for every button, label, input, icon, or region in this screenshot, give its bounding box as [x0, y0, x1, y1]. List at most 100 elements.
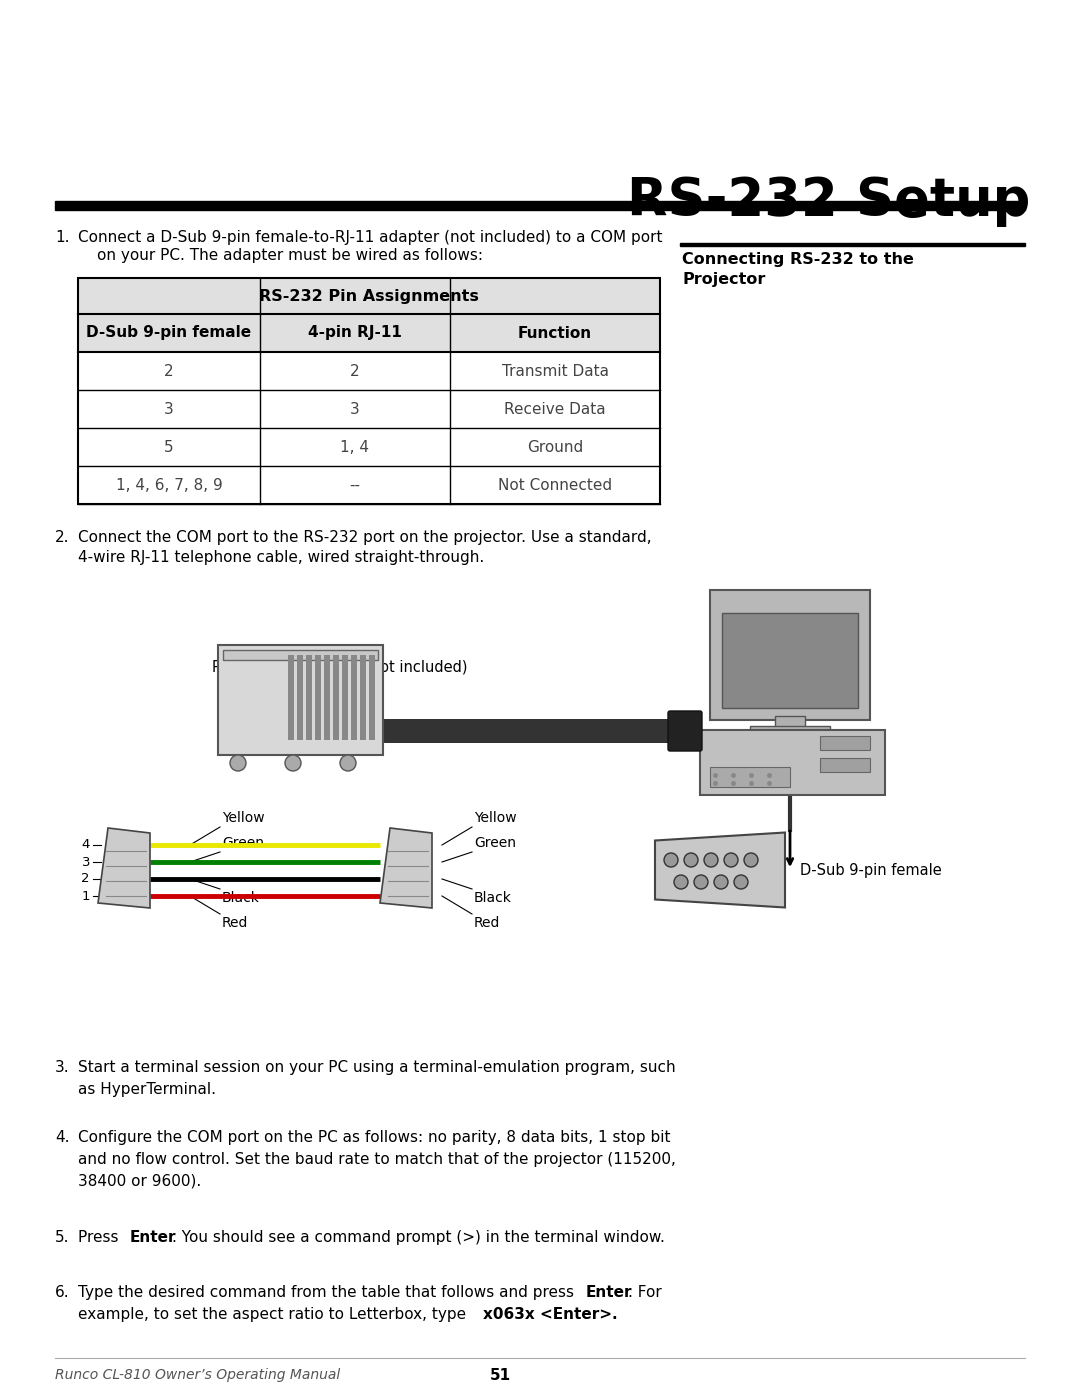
Text: Black: Black	[474, 891, 512, 905]
Text: 1.: 1.	[55, 231, 69, 244]
Bar	[680, 243, 1025, 246]
Text: 4-pin RJ-11: 4-pin RJ-11	[308, 326, 402, 341]
Text: 5.: 5.	[55, 1229, 69, 1245]
Text: Connecting RS-232 to the: Connecting RS-232 to the	[681, 251, 914, 267]
Text: . For: . For	[627, 1285, 662, 1301]
Circle shape	[704, 854, 718, 868]
Bar	[315, 655, 321, 740]
Text: 1, 4: 1, 4	[340, 440, 369, 454]
Text: 6.: 6.	[55, 1285, 69, 1301]
Text: 1: 1	[81, 890, 90, 902]
Bar	[55, 201, 1025, 210]
Bar	[78, 278, 660, 314]
Circle shape	[744, 854, 758, 868]
Text: RS-232 Setup: RS-232 Setup	[626, 175, 1030, 226]
Text: RJ-11 to D-Sub 9-pin (not included): RJ-11 to D-Sub 9-pin (not included)	[213, 659, 468, 675]
Circle shape	[674, 875, 688, 888]
Text: Projector: Projector	[681, 272, 766, 286]
Bar	[78, 314, 660, 352]
Circle shape	[340, 754, 356, 771]
Text: Green: Green	[474, 835, 516, 849]
Bar	[218, 645, 383, 754]
Text: Type the desired command from the table that follows and press: Type the desired command from the table …	[78, 1285, 579, 1301]
Text: 4: 4	[82, 838, 90, 852]
Bar	[78, 278, 660, 504]
Text: 4-wire RJ-11 telephone cable, wired straight-through.: 4-wire RJ-11 telephone cable, wired stra…	[78, 550, 484, 564]
Text: Enter: Enter	[586, 1285, 633, 1301]
Bar	[700, 731, 885, 795]
Text: example, to set the aspect ratio to Letterbox, type: example, to set the aspect ratio to Lett…	[78, 1308, 471, 1322]
Bar	[351, 655, 357, 740]
FancyBboxPatch shape	[669, 711, 702, 752]
Circle shape	[714, 875, 728, 888]
Bar	[324, 655, 330, 740]
Circle shape	[694, 875, 708, 888]
Text: Red: Red	[474, 916, 500, 930]
Text: Connect a D-Sub 9-pin female-to-RJ-11 adapter (not included) to a COM port: Connect a D-Sub 9-pin female-to-RJ-11 ad…	[78, 231, 662, 244]
Text: 3: 3	[350, 401, 360, 416]
Bar	[723, 613, 858, 708]
Text: 2: 2	[81, 873, 90, 886]
Text: Receive Data: Receive Data	[504, 401, 606, 416]
Polygon shape	[654, 833, 785, 908]
Text: 3.: 3.	[55, 1060, 69, 1076]
Text: Yellow: Yellow	[474, 812, 516, 826]
Bar	[369, 655, 375, 740]
Polygon shape	[380, 828, 432, 908]
Circle shape	[724, 854, 738, 868]
Bar	[288, 655, 294, 740]
Text: . You should see a command prompt (>) in the terminal window.: . You should see a command prompt (>) in…	[172, 1229, 665, 1245]
Bar	[750, 726, 831, 738]
Text: D-Sub 9-pin female: D-Sub 9-pin female	[800, 862, 942, 877]
Text: 38400 or 9600).: 38400 or 9600).	[78, 1173, 201, 1189]
Text: D-Sub 9-pin female: D-Sub 9-pin female	[86, 326, 252, 341]
Bar	[342, 655, 348, 740]
Text: 4.: 4.	[55, 1130, 69, 1146]
Text: Enter: Enter	[130, 1229, 176, 1245]
Text: --: --	[350, 478, 361, 493]
Circle shape	[734, 875, 748, 888]
Text: Start a terminal session on your PC using a terminal-emulation program, such: Start a terminal session on your PC usin…	[78, 1060, 676, 1076]
Text: Yellow: Yellow	[222, 812, 265, 826]
Text: and no flow control. Set the baud rate to match that of the projector (115200,: and no flow control. Set the baud rate t…	[78, 1153, 676, 1166]
Text: 3: 3	[164, 401, 174, 416]
Bar	[820, 759, 870, 773]
Polygon shape	[98, 828, 150, 908]
Text: 3: 3	[81, 855, 90, 869]
Text: Ground: Ground	[527, 440, 583, 454]
Text: Runco CL-810 Owner’s Operating Manual: Runco CL-810 Owner’s Operating Manual	[55, 1368, 340, 1382]
Circle shape	[684, 854, 698, 868]
Circle shape	[230, 754, 246, 771]
Text: Transmit Data: Transmit Data	[501, 363, 608, 379]
Circle shape	[285, 754, 301, 771]
Text: Configure the COM port on the PC as follows: no parity, 8 data bits, 1 stop bit: Configure the COM port on the PC as foll…	[78, 1130, 671, 1146]
Bar	[710, 590, 870, 719]
Text: Connect the COM port to the RS-232 port on the projector. Use a standard,: Connect the COM port to the RS-232 port …	[78, 529, 651, 545]
Text: as HyperTerminal.: as HyperTerminal.	[78, 1083, 216, 1097]
Text: 1, 4, 6, 7, 8, 9: 1, 4, 6, 7, 8, 9	[116, 478, 222, 493]
Bar	[775, 717, 805, 728]
Bar	[222, 650, 378, 659]
Bar	[297, 655, 303, 740]
Circle shape	[664, 854, 678, 868]
Bar	[360, 655, 366, 740]
Text: x063x <Enter>.: x063x <Enter>.	[483, 1308, 618, 1322]
Bar	[820, 736, 870, 750]
Text: Function: Function	[518, 326, 592, 341]
Text: RS-232 Pin Assignments: RS-232 Pin Assignments	[259, 289, 478, 303]
Text: 5: 5	[164, 440, 174, 454]
Text: 51: 51	[490, 1368, 511, 1383]
Bar	[333, 655, 339, 740]
Text: 2: 2	[350, 363, 360, 379]
Bar	[383, 719, 700, 743]
Text: Green: Green	[222, 835, 264, 849]
Text: 2.: 2.	[55, 529, 69, 545]
Text: Not Connected: Not Connected	[498, 478, 612, 493]
Text: on your PC. The adapter must be wired as follows:: on your PC. The adapter must be wired as…	[97, 249, 483, 263]
Text: Red: Red	[222, 916, 248, 930]
Text: Press: Press	[78, 1229, 123, 1245]
Text: 2: 2	[164, 363, 174, 379]
Bar	[710, 767, 789, 787]
Text: Black: Black	[222, 891, 260, 905]
Bar	[306, 655, 312, 740]
